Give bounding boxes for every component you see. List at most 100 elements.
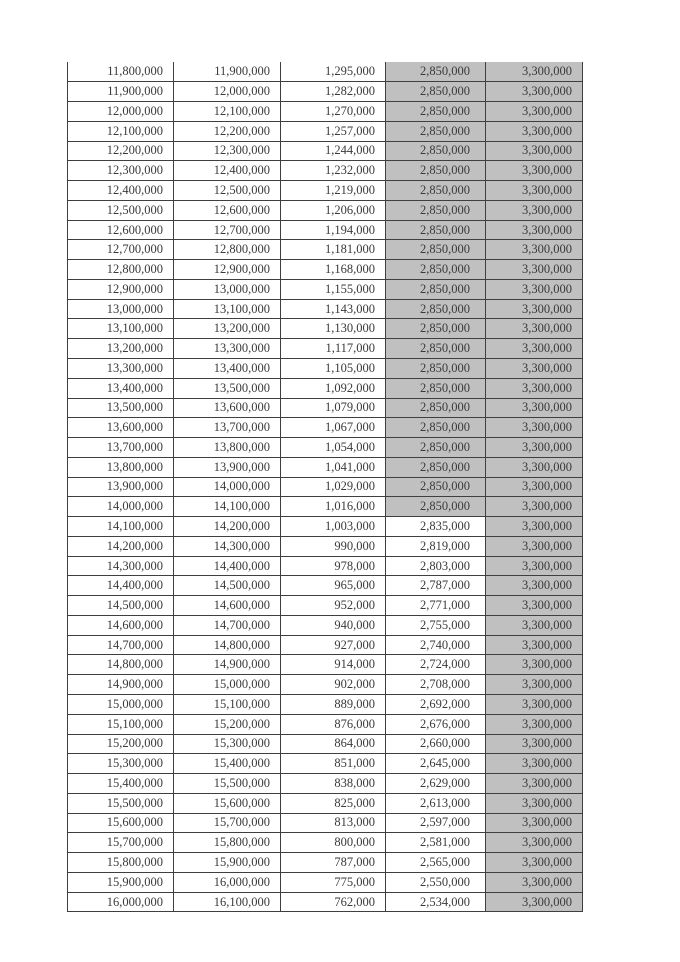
table-row: 12,700,000 12,800,000 1,181,000 2,850,000 3,… <box>67 239 583 261</box>
table-cell: 2,740,000 <box>385 634 486 656</box>
table-cell: 3,300,000 <box>485 437 583 458</box>
table-cell: 12,200,000 <box>67 140 174 162</box>
table-cell: 15,100,000 <box>173 694 281 715</box>
table-cell: 12,400,000 <box>67 180 174 201</box>
table-cell: 3,300,000 <box>485 298 583 320</box>
table-cell: 13,900,000 <box>173 456 281 478</box>
table-cell: 2,803,000 <box>385 555 486 577</box>
table-cell: 2,645,000 <box>385 753 486 775</box>
table-cell: 14,800,000 <box>67 654 174 676</box>
table-cell: 1,206,000 <box>280 199 386 221</box>
table-cell: 3,300,000 <box>485 476 583 498</box>
table-cell: 2,850,000 <box>385 397 486 419</box>
table-cell: 3,300,000 <box>485 792 583 814</box>
table-row: 15,300,000 15,400,000 851,000 2,645,000 3,30… <box>67 753 583 775</box>
table-cell: 3,300,000 <box>485 338 583 359</box>
table-row: 14,500,000 14,600,000 952,000 2,771,000 3,30… <box>67 595 583 616</box>
table-cell: 3,300,000 <box>485 62 583 83</box>
table-cell: 14,500,000 <box>173 575 281 597</box>
table-row: 15,700,000 15,800,000 800,000 2,581,000 3,30… <box>67 832 583 854</box>
table-cell: 3,300,000 <box>485 180 583 201</box>
table-cell: 1,054,000 <box>280 437 386 458</box>
table-row: 14,000,000 14,100,000 1,016,000 2,850,000 3,… <box>67 496 583 518</box>
table-cell: 1,295,000 <box>280 62 386 83</box>
table-cell: 14,900,000 <box>67 674 174 695</box>
table-cell: 1,067,000 <box>280 417 386 439</box>
table-cell: 2,755,000 <box>385 614 486 636</box>
table-cell: 3,300,000 <box>485 614 583 636</box>
table-cell: 1,041,000 <box>280 456 386 478</box>
table-cell: 14,700,000 <box>67 634 174 656</box>
table-cell: 12,800,000 <box>67 259 174 280</box>
table-cell: 2,692,000 <box>385 694 486 715</box>
table-cell: 2,850,000 <box>385 476 486 498</box>
table-cell: 3,300,000 <box>485 891 583 913</box>
table-cell: 2,597,000 <box>385 812 486 834</box>
table-cell: 3,300,000 <box>485 259 583 280</box>
table-cell: 1,029,000 <box>280 476 386 498</box>
table-cell: 2,850,000 <box>385 140 486 162</box>
table-row: 15,200,000 15,300,000 864,000 2,660,000 3,30… <box>67 733 583 755</box>
table-cell: 3,300,000 <box>485 713 583 735</box>
table-row: 14,900,000 15,000,000 902,000 2,708,000 3,30… <box>67 674 583 695</box>
table-cell: 3,300,000 <box>485 101 583 122</box>
table-cell: 3,300,000 <box>485 120 583 142</box>
table-cell: 12,000,000 <box>67 101 174 122</box>
table-cell: 1,143,000 <box>280 298 386 320</box>
table-cell: 1,168,000 <box>280 259 386 280</box>
table-cell: 15,300,000 <box>173 733 281 755</box>
table-cell: 1,155,000 <box>280 278 386 300</box>
table-cell: 3,300,000 <box>485 199 583 221</box>
table-cell: 12,800,000 <box>173 239 281 261</box>
table-cell: 15,200,000 <box>173 713 281 735</box>
table-cell: 13,200,000 <box>67 338 174 359</box>
table-row: 14,200,000 14,300,000 990,000 2,819,000 3,30… <box>67 535 583 557</box>
table-cell: 2,850,000 <box>385 219 486 241</box>
table-cell: 1,282,000 <box>280 81 386 103</box>
table-cell: 12,900,000 <box>67 278 174 300</box>
table-cell: 3,300,000 <box>485 852 583 873</box>
table-cell: 12,600,000 <box>67 219 174 241</box>
table-cell: 12,400,000 <box>173 160 281 182</box>
table-cell: 14,300,000 <box>67 555 174 577</box>
table-cell: 3,300,000 <box>485 812 583 834</box>
table-cell: 889,000 <box>280 694 386 715</box>
table-cell: 2,850,000 <box>385 101 486 122</box>
table-cell: 13,800,000 <box>67 456 174 478</box>
table-row: 13,200,000 13,300,000 1,117,000 2,850,000 3,… <box>67 338 583 359</box>
table-cell: 1,270,000 <box>280 101 386 122</box>
table-cell: 2,613,000 <box>385 792 486 814</box>
table-row: 13,900,000 14,000,000 1,029,000 2,850,000 3,… <box>67 476 583 498</box>
table-cell: 2,771,000 <box>385 595 486 616</box>
payment-rate-table: 11,800,000 11,900,000 1,295,000 2,850,000 3,… <box>67 62 583 913</box>
table-cell: 864,000 <box>280 733 386 755</box>
table-cell: 965,000 <box>280 575 386 597</box>
table-row: 12,200,000 12,300,000 1,244,000 2,850,000 3,… <box>67 140 583 162</box>
table-row: 13,800,000 13,900,000 1,041,000 2,850,000 3,… <box>67 456 583 478</box>
table-cell: 914,000 <box>280 654 386 676</box>
table-cell: 16,000,000 <box>173 871 281 893</box>
table-row: 14,300,000 14,400,000 978,000 2,803,000 3,30… <box>67 555 583 577</box>
table-cell: 14,900,000 <box>173 654 281 676</box>
table-cell: 3,300,000 <box>485 160 583 182</box>
table-cell: 3,300,000 <box>485 278 583 300</box>
table-cell: 15,600,000 <box>67 812 174 834</box>
table-cell: 15,800,000 <box>173 832 281 854</box>
table-cell: 1,232,000 <box>280 160 386 182</box>
table-row: 12,500,000 12,600,000 1,206,000 2,850,000 3,… <box>67 199 583 221</box>
table-cell: 3,300,000 <box>485 456 583 478</box>
table-cell: 3,300,000 <box>485 773 583 794</box>
table-cell: 1,194,000 <box>280 219 386 241</box>
table-cell: 14,600,000 <box>67 614 174 636</box>
table-cell: 2,850,000 <box>385 437 486 458</box>
table-row: 12,900,000 13,000,000 1,155,000 2,850,000 3,… <box>67 278 583 300</box>
table-row: 15,500,000 15,600,000 825,000 2,613,000 3,30… <box>67 792 583 814</box>
table-cell: 2,850,000 <box>385 81 486 103</box>
table-cell: 15,300,000 <box>67 753 174 775</box>
table-cell: 1,003,000 <box>280 516 386 537</box>
table-cell: 14,300,000 <box>173 535 281 557</box>
table-row: 13,500,000 13,600,000 1,079,000 2,850,000 3,… <box>67 397 583 419</box>
table-cell: 1,105,000 <box>280 357 386 379</box>
table-cell: 3,300,000 <box>485 595 583 616</box>
table-row: 13,300,000 13,400,000 1,105,000 2,850,000 3,… <box>67 357 583 379</box>
